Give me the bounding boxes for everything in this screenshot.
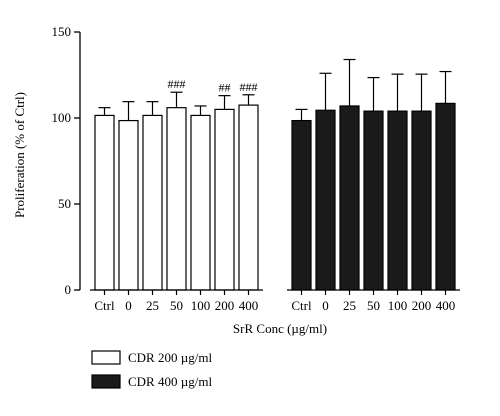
- x-axis: Ctrl 0 25 50 100 200 400 Ctrl 0 25 50 100 200 400: [90, 289, 460, 313]
- bars-layer: ### ## ###: [94, 58, 456, 291]
- x-tick-label: 0: [125, 298, 132, 313]
- legend-label: CDR 200 µg/ml: [128, 350, 212, 365]
- x-tick-label: 400: [239, 298, 259, 313]
- x-tick-label: 100: [191, 298, 211, 313]
- x-tick-label: 400: [436, 298, 456, 313]
- y-tick-label: 150: [52, 24, 72, 39]
- x-tick-label: 25: [146, 298, 159, 313]
- x-tick-label: Ctrl: [291, 298, 312, 313]
- x-tick-label: Ctrl: [94, 298, 115, 313]
- x-tick-label: 50: [170, 298, 183, 313]
- bar: [118, 119, 139, 291]
- significance-label: ###: [240, 80, 258, 94]
- bar: [315, 109, 336, 291]
- bar: [411, 110, 432, 291]
- bar: [363, 110, 384, 291]
- legend: CDR 200 µg/ml CDR 400 µg/ml: [91, 350, 212, 389]
- bar: [291, 119, 312, 291]
- x-tick-label: 200: [215, 298, 235, 313]
- y-tick-label: 0: [65, 282, 72, 297]
- bar: [435, 102, 456, 291]
- legend-swatch: [91, 350, 121, 365]
- x-tick-label: 0: [322, 298, 329, 313]
- bar: [142, 114, 163, 291]
- y-tick-label: 50: [58, 196, 71, 211]
- bar: [339, 105, 360, 291]
- legend-label: CDR 400 µg/ml: [128, 374, 212, 389]
- bar: [387, 110, 408, 291]
- bar: [238, 104, 259, 291]
- y-axis-label: Proliferation (% of Ctrl): [12, 92, 27, 218]
- bar: [94, 114, 115, 291]
- x-axis-label: SrR Conc (µg/ml): [233, 321, 327, 336]
- x-tick-label: 25: [343, 298, 356, 313]
- y-axis: 0 50 100 150: [52, 24, 81, 297]
- x-tick-label: 200: [412, 298, 432, 313]
- significance-label: ##: [219, 81, 231, 95]
- x-tick-label: 50: [367, 298, 380, 313]
- significance-label: ###: [168, 77, 186, 91]
- x-tick-label: 100: [388, 298, 408, 313]
- y-tick-label: 100: [52, 110, 72, 125]
- bar: [214, 108, 235, 291]
- bar: [166, 107, 187, 291]
- legend-swatch: [91, 374, 121, 389]
- bar: [190, 114, 211, 291]
